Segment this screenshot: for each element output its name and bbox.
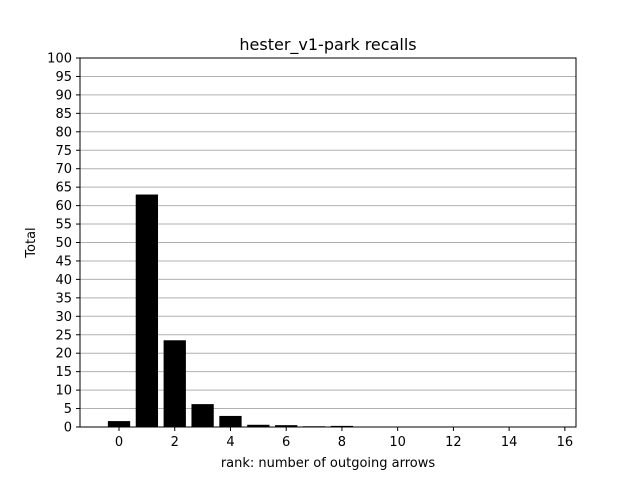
y-tick-label: 100 — [47, 52, 72, 67]
y-tick-label: 30 — [55, 310, 72, 325]
x-tick-label: 12 — [445, 435, 462, 450]
x-tick-label: 4 — [226, 435, 234, 450]
bar — [275, 425, 298, 427]
y-tick-label: 0 — [64, 421, 72, 436]
bar — [135, 194, 159, 427]
y-axis-label: Total — [24, 227, 39, 258]
x-tick-label: 0 — [115, 435, 123, 450]
y-tick-label: 5 — [64, 402, 72, 417]
bar — [163, 340, 186, 427]
y-tick-label: 75 — [55, 144, 72, 159]
y-tick-label: 50 — [55, 236, 72, 251]
grid-lines — [80, 57, 576, 428]
chart-title: hester_v1-park recalls — [239, 35, 416, 55]
x-tick-label: 10 — [389, 435, 406, 450]
y-tick-label: 25 — [55, 328, 72, 343]
axis-ticks: 0510152025303540455055606570758085909510… — [47, 52, 573, 451]
bar — [191, 404, 214, 427]
y-tick-label: 70 — [55, 162, 72, 177]
y-tick-label: 90 — [55, 88, 72, 103]
y-tick-label: 85 — [55, 107, 72, 122]
x-tick-label: 16 — [557, 435, 574, 450]
bar — [219, 415, 242, 427]
y-tick-label: 10 — [55, 384, 72, 399]
y-tick-label: 45 — [55, 254, 72, 269]
y-tick-label: 55 — [55, 218, 72, 233]
x-axis-label: rank: number of outgoing arrows — [221, 456, 436, 471]
bar — [330, 425, 354, 427]
x-tick-label: 2 — [171, 435, 179, 450]
y-tick-label: 65 — [55, 181, 72, 196]
y-tick-label: 15 — [55, 365, 72, 380]
y-tick-label: 95 — [55, 70, 72, 85]
y-tick-label: 35 — [55, 291, 72, 306]
y-tick-label: 60 — [55, 199, 72, 214]
y-tick-label: 80 — [55, 125, 72, 140]
x-tick-label: 8 — [338, 435, 346, 450]
x-tick-label: 6 — [282, 435, 290, 450]
y-tick-label: 20 — [55, 347, 72, 362]
bar — [107, 421, 131, 427]
bar — [247, 424, 270, 427]
bars — [107, 194, 354, 427]
x-tick-label: 14 — [501, 435, 518, 450]
y-tick-label: 40 — [55, 273, 72, 288]
